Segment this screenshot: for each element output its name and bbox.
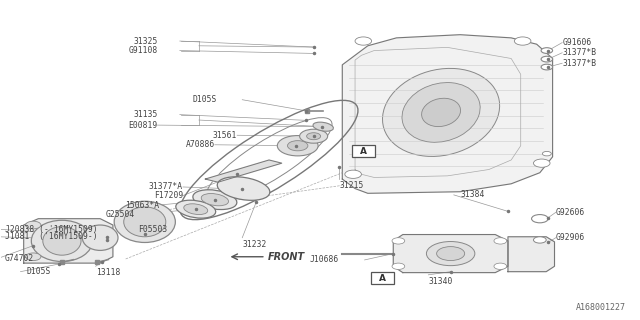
Ellipse shape (383, 68, 500, 156)
Text: 15063*A: 15063*A (125, 201, 159, 210)
Text: A168001227: A168001227 (576, 303, 626, 312)
Text: 31340: 31340 (428, 277, 452, 286)
Ellipse shape (83, 225, 118, 251)
Ellipse shape (201, 194, 228, 206)
Circle shape (541, 48, 552, 53)
Text: G25504: G25504 (106, 210, 135, 219)
Text: FRONT: FRONT (268, 252, 305, 262)
Circle shape (287, 141, 308, 151)
Text: J1081  ('16MY1509-): J1081 ('16MY1509-) (4, 232, 97, 241)
Circle shape (534, 237, 546, 243)
Text: G92906: G92906 (556, 233, 585, 242)
Bar (352, 145, 375, 157)
Text: A: A (360, 147, 367, 156)
Text: 31325: 31325 (133, 36, 157, 45)
Polygon shape (394, 235, 508, 273)
Circle shape (532, 215, 548, 223)
Text: D105S: D105S (27, 267, 51, 276)
Polygon shape (508, 237, 554, 272)
Polygon shape (205, 160, 282, 182)
Text: F05503: F05503 (138, 225, 168, 234)
Text: 31561: 31561 (212, 131, 237, 140)
Text: 31377*B: 31377*B (562, 59, 596, 68)
Text: G92606: G92606 (556, 208, 585, 217)
Circle shape (436, 247, 465, 260)
Circle shape (494, 238, 507, 244)
Circle shape (392, 238, 404, 244)
Ellipse shape (176, 200, 216, 218)
Circle shape (494, 263, 507, 269)
Circle shape (392, 263, 404, 269)
Circle shape (515, 37, 531, 45)
Text: A70886: A70886 (186, 140, 215, 149)
Bar (371, 272, 394, 284)
Circle shape (300, 129, 328, 143)
Circle shape (355, 37, 372, 45)
Ellipse shape (422, 98, 461, 127)
Circle shape (534, 159, 550, 167)
Text: 31384: 31384 (460, 190, 484, 199)
Circle shape (542, 48, 551, 53)
Circle shape (542, 151, 551, 156)
Text: 31377*A: 31377*A (149, 182, 183, 191)
Circle shape (345, 170, 362, 178)
Circle shape (26, 253, 41, 260)
Polygon shape (342, 35, 552, 193)
Ellipse shape (217, 177, 270, 200)
Text: J20838 (-'16MY1509): J20838 (-'16MY1509) (4, 225, 97, 234)
Text: J10686: J10686 (310, 255, 339, 264)
Text: D105S: D105S (193, 95, 217, 104)
Text: A: A (379, 274, 386, 283)
Circle shape (426, 242, 475, 266)
Circle shape (26, 221, 41, 229)
Ellipse shape (402, 83, 480, 142)
Circle shape (277, 136, 318, 156)
Ellipse shape (43, 227, 81, 255)
Text: F17209: F17209 (154, 191, 183, 200)
Circle shape (307, 133, 321, 140)
Text: 31135: 31135 (133, 110, 157, 119)
Ellipse shape (31, 220, 93, 261)
Ellipse shape (124, 207, 166, 237)
Ellipse shape (193, 190, 237, 210)
Text: G74702: G74702 (4, 254, 34, 263)
Polygon shape (24, 219, 113, 263)
Text: E00819: E00819 (128, 121, 157, 130)
Text: G91108: G91108 (128, 46, 157, 55)
Circle shape (541, 64, 552, 70)
Ellipse shape (313, 122, 333, 131)
Ellipse shape (184, 204, 208, 214)
Ellipse shape (114, 201, 175, 243)
Text: 13118: 13118 (96, 268, 120, 277)
Circle shape (541, 56, 552, 62)
Text: 31215: 31215 (339, 181, 364, 190)
Text: 31232: 31232 (243, 240, 267, 249)
Text: 31377*B: 31377*B (562, 48, 596, 57)
Text: G91606: G91606 (562, 38, 591, 47)
